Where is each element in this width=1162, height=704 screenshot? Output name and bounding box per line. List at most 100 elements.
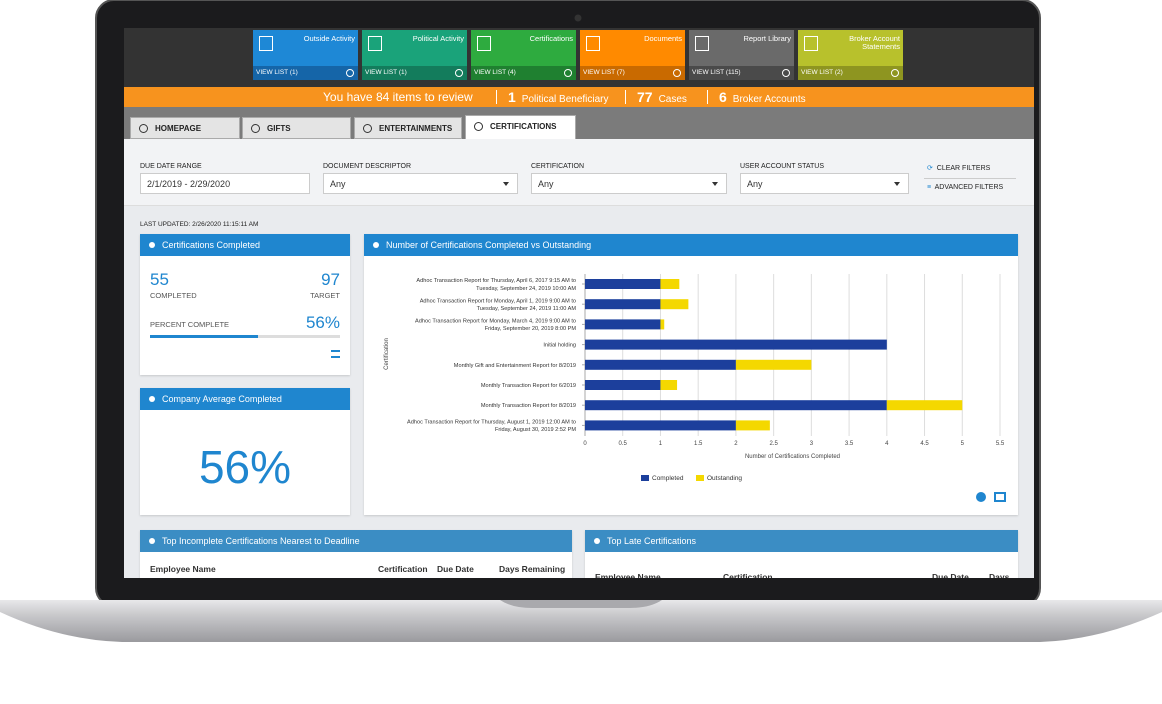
list-icon[interactable] xyxy=(331,350,340,358)
tile-title: Outside Activity xyxy=(303,34,355,43)
tile-title: Documents xyxy=(644,34,682,43)
banner-count: 6 xyxy=(719,89,727,105)
bar-segment xyxy=(735,359,812,370)
tile[interactable]: Political Activity VIEW LIST (1) xyxy=(362,30,467,80)
review-banner[interactable]: You have 84 items to review 1 Political … xyxy=(124,87,1034,107)
completed-count: 55 xyxy=(150,270,169,289)
tab-label: ENTERTAINMENTS xyxy=(379,124,453,133)
tab-label: CERTIFICATIONS xyxy=(490,122,557,131)
tab-label: GIFTS xyxy=(267,124,291,133)
tile[interactable]: Outside Activity VIEW LIST (1) xyxy=(253,30,358,80)
filter-value: 2/1/2019 - 2/29/2020 xyxy=(147,179,231,189)
tab[interactable]: CERTIFICATIONS xyxy=(465,115,576,139)
y-tick-label: Adhoc Transaction Report for Monday, Apr… xyxy=(420,298,577,312)
filter-input[interactable]: Any xyxy=(323,173,518,194)
tab[interactable]: ENTERTAINMENTS xyxy=(354,117,462,139)
download-icon xyxy=(976,492,986,502)
y-tick-line: Initial holding xyxy=(543,343,576,349)
y-axis-title: Certification xyxy=(384,338,390,370)
column-header: Days Remaining xyxy=(499,564,566,574)
banner-divider xyxy=(625,90,626,104)
y-tick-label: Monthly Transaction Report for 8/2019 xyxy=(481,403,576,409)
list-icon xyxy=(994,492,1006,502)
banner-count: 1 xyxy=(508,89,516,105)
filter-panel xyxy=(124,139,1034,206)
y-tick-line: Monthly Gift and Entertainment Report fo… xyxy=(454,363,576,369)
tile-link-bar: VIEW LIST (2) xyxy=(798,66,903,80)
bar-segment xyxy=(585,400,887,411)
y-tick-label: Initial holding xyxy=(543,343,576,349)
x-tick-label: 4.5 xyxy=(920,441,929,447)
review-message: You have 84 items to review xyxy=(323,90,473,104)
tile-icon xyxy=(586,36,600,51)
tile-link: VIEW LIST (1) xyxy=(256,69,298,76)
y-tick-line: Adhoc Transaction Report for Monday, Apr… xyxy=(420,298,576,304)
percent-value: 56% xyxy=(305,313,340,332)
tile-link-bar: VIEW LIST (1) xyxy=(253,66,358,80)
filter-label: CERTIFICATION xyxy=(531,163,585,170)
tab-label: HOMEPAGE xyxy=(155,124,202,133)
x-tick-label: 4 xyxy=(885,441,889,447)
tile-link-bar: VIEW LIST (115) xyxy=(689,66,794,80)
legend-swatch xyxy=(696,475,704,481)
y-tick-label: Adhoc Transaction Report for Thursday, A… xyxy=(416,278,576,292)
tile-icon xyxy=(368,36,382,51)
dropdown-caret xyxy=(894,182,900,189)
tile-arrow xyxy=(346,69,354,77)
bar-segment xyxy=(735,420,770,431)
tile-title: Political Activity xyxy=(412,34,464,43)
table-header: Top Late Certifications xyxy=(585,530,1018,552)
tile-link: VIEW LIST (4) xyxy=(474,69,516,76)
y-tick-line: Adhoc Transaction Report for Monday, Mar… xyxy=(415,319,576,325)
tile-icon xyxy=(695,36,709,51)
tile-link-bar: VIEW LIST (4) xyxy=(471,66,576,80)
dropdown-caret xyxy=(503,182,509,189)
legend-label: Completed xyxy=(652,475,684,482)
tile[interactable]: Certifications VIEW LIST (4) xyxy=(471,30,576,80)
filter-input[interactable]: Any xyxy=(531,173,727,194)
table-card: Top Late Certifications Employee Name Cert… xyxy=(585,530,1018,578)
card-header: Certifications Completed xyxy=(140,234,350,256)
x-tick-label: 3 xyxy=(810,441,814,447)
advanced-filters[interactable]: ≡ ADVANCED FILTERS xyxy=(927,184,1004,191)
banner-label: Political Beneficiary xyxy=(521,94,609,105)
y-tick-line: Tuesday, September 24, 2019 11:00 AM xyxy=(477,306,577,312)
x-tick-label: 1.5 xyxy=(694,441,703,447)
target-label: TARGET xyxy=(310,291,340,300)
tab[interactable]: HOMEPAGE xyxy=(130,117,240,139)
tile[interactable]: Broker Account Statements VIEW LIST (2) xyxy=(798,30,903,80)
dropdown-caret xyxy=(712,182,718,189)
bar-segment xyxy=(585,380,661,390)
bar-segment xyxy=(585,339,887,350)
tab[interactable]: GIFTS xyxy=(242,117,351,139)
tile[interactable]: Documents VIEW LIST (7) xyxy=(580,30,685,80)
bar-segment xyxy=(660,380,678,390)
clear-filters[interactable]: ⟳ CLEAR FILTERS xyxy=(927,165,991,172)
banner-divider xyxy=(707,90,708,104)
legend-swatch xyxy=(641,475,649,481)
filter-input[interactable]: Any xyxy=(740,173,909,194)
y-tick-line: Tuesday, September 24, 2019 10:00 AM xyxy=(476,286,576,292)
banner-item[interactable]: 77 Cases xyxy=(637,87,687,110)
x-tick-label: 0.5 xyxy=(619,441,628,447)
banner-item[interactable]: 6 Broker Accounts xyxy=(719,87,806,110)
chart-card: Number of Certifications Completed vs Ou… xyxy=(364,234,1018,515)
filter-label: DOCUMENT DESCRIPTOR xyxy=(323,163,412,170)
bar-segment xyxy=(660,319,665,330)
last-updated: LAST UPDATED: 2/26/2020 11:15:11 AM xyxy=(140,221,259,228)
x-axis-title: Number of Certifications Completed xyxy=(745,454,840,460)
banner-divider xyxy=(496,90,497,104)
filter-label: USER ACCOUNT STATUS xyxy=(740,163,825,170)
average-percent: 56% xyxy=(198,441,292,493)
filter-input[interactable]: 2/1/2019 - 2/29/2020 xyxy=(140,173,310,194)
progress-track xyxy=(150,335,340,338)
column-header: Due Date xyxy=(437,564,474,574)
banner-item[interactable]: 1 Political Beneficiary xyxy=(508,87,609,110)
tile-arrow xyxy=(673,69,681,77)
tile-arrow xyxy=(455,69,463,77)
tile[interactable]: Report Library VIEW LIST (115) xyxy=(689,30,794,80)
table-title: Top Incomplete Certifications Nearest to… xyxy=(162,536,360,546)
clear-filters-text: CLEAR FILTERS xyxy=(936,165,991,172)
y-tick-line: Adhoc Transaction Report for Thursday, A… xyxy=(416,278,576,284)
